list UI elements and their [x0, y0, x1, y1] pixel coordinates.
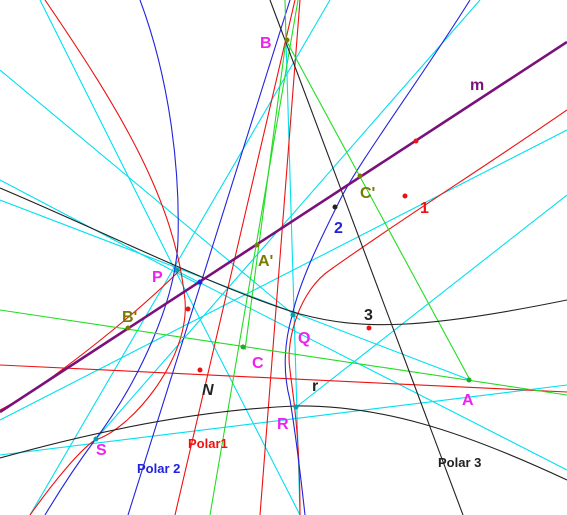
label-C-prime: C'	[360, 185, 375, 202]
label-2: 2	[334, 220, 343, 237]
point-C-prime	[357, 173, 363, 179]
label-1: 1	[420, 200, 429, 217]
cyan-line	[285, 39, 301, 515]
cyan-line	[0, 199, 471, 381]
label-A-prime: A'	[258, 253, 273, 270]
green-line	[284, 0, 287, 41]
black-curve	[0, 187, 567, 326]
black-line	[269, 0, 464, 515]
cyan-line	[39, 0, 176, 271]
point-Q	[290, 312, 296, 318]
cyan-line	[294, 194, 567, 409]
point-N	[197, 367, 203, 373]
green-line	[209, 0, 299, 515]
cyan-line	[0, 129, 567, 421]
green-line	[0, 309, 567, 396]
point-2	[332, 204, 338, 210]
green-line	[285, 39, 471, 381]
blue-lines	[44, 0, 471, 515]
point-S	[93, 436, 99, 442]
point-B	[284, 37, 290, 43]
point-3	[366, 325, 372, 331]
blue-curve	[291, 0, 471, 317]
blue-curve	[284, 315, 306, 515]
blue-line	[127, 0, 291, 515]
point-R	[293, 404, 299, 410]
label-polar2: Polar 2	[137, 461, 180, 476]
red-curve	[288, 109, 567, 515]
label-N: N	[202, 382, 214, 399]
label-m: m	[470, 77, 484, 94]
point-A-prime	[254, 242, 260, 248]
point-1	[402, 193, 408, 199]
green-line	[244, 39, 287, 351]
red-curve	[29, 0, 186, 515]
label-S: S	[96, 442, 107, 459]
label-R: R	[277, 416, 289, 433]
label-3: 3	[364, 307, 373, 324]
points	[93, 37, 472, 442]
point-C	[240, 344, 246, 350]
cyan-line	[0, 384, 567, 456]
label-C: C	[252, 355, 264, 372]
cyan-line	[94, 0, 481, 441]
point-P	[174, 267, 180, 273]
label-polar1: Polar1	[188, 436, 228, 451]
line-m	[0, 40, 567, 414]
blue-curve	[44, 0, 179, 515]
label-Q: Q	[298, 330, 310, 347]
label-A: A	[462, 392, 474, 409]
label-B-prime: B'	[122, 309, 137, 326]
point-P-red	[185, 306, 191, 312]
labels: B m C' 1 2 A' P B' Q 3 C N r A R S Polar…	[96, 35, 484, 476]
point-A	[466, 377, 472, 383]
cyan-line	[174, 269, 301, 515]
point-m	[413, 138, 419, 144]
label-r: r	[312, 378, 318, 395]
label-polar3: Polar 3	[438, 455, 481, 470]
cyan-line	[0, 69, 301, 321]
cyan-line	[174, 269, 567, 471]
red-line	[0, 364, 567, 393]
label-P: P	[152, 269, 163, 286]
point-intersect	[197, 279, 203, 285]
label-B: B	[260, 35, 272, 52]
red-line	[259, 0, 301, 515]
point-B-prime	[125, 325, 131, 331]
